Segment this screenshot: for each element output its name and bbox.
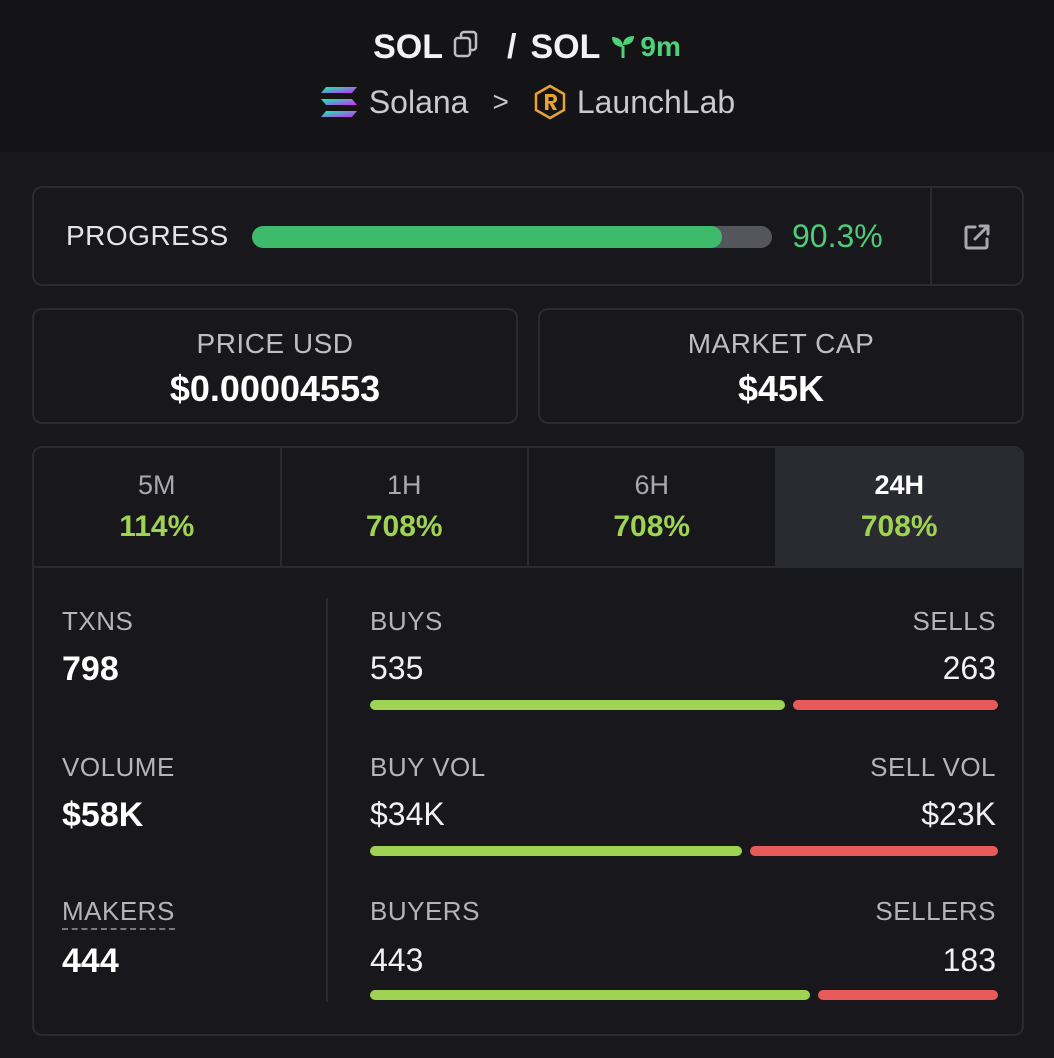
tab-5m[interactable]: 5M 114% [34, 448, 282, 566]
seedling-icon [612, 36, 635, 58]
volume-value: $58K [62, 796, 144, 834]
tab-label: 1H [386, 470, 422, 500]
column-divider [326, 598, 328, 1002]
sell-vol-label: SELL VOL [870, 752, 996, 782]
age-text: 9m [640, 31, 681, 62]
tab-change: 708% [365, 510, 443, 543]
sells-value: 263 [942, 650, 996, 686]
external-link-button[interactable] [960, 220, 994, 254]
buys-sells-bar [370, 700, 998, 710]
buy-vol-value: $34K [370, 796, 445, 832]
price-usd-value: $0.00004553 [169, 368, 381, 409]
sells-label: SELLS [912, 606, 996, 636]
sellers-bar-segment [818, 990, 998, 1000]
sells-bar-segment [793, 700, 998, 710]
market-cap-label: MARKET CAP [687, 328, 875, 359]
timeframe-tabs: 5M 114% 1H 708% 6H 708% 24H 708% [34, 448, 1022, 568]
tab-label: 24H [874, 470, 925, 500]
tab-6h[interactable]: 6H 708% [529, 448, 777, 566]
price-usd-card: PRICE USD $0.00004553 [32, 308, 518, 424]
tab-1h[interactable]: 1H 708% [282, 448, 529, 566]
tab-change: 114% [119, 510, 195, 543]
txns-value: 798 [62, 650, 119, 688]
pair-title: SOL / SOL 9m [0, 24, 1054, 70]
tab-label: 5M [137, 470, 176, 500]
progress-bar [252, 226, 772, 248]
buyers-sellers-bar [370, 990, 998, 1000]
breadcrumb-separator: > [492, 86, 509, 117]
progress-bar-fill [252, 226, 722, 248]
external-link-icon [964, 224, 990, 250]
buys-bar-segment [370, 700, 785, 710]
buyers-label: BUYERS [370, 896, 480, 926]
makers-value: 444 [62, 942, 119, 980]
progress-divider [930, 188, 932, 284]
breadcrumb: Solana > LaunchLab [0, 80, 1054, 124]
sell-vol-bar-segment [750, 846, 998, 856]
tab-label: 6H [634, 470, 669, 500]
volume-label: VOLUME [62, 752, 175, 782]
market-cap-card: MARKET CAP $45K [538, 308, 1024, 424]
quote-symbol: SOL [530, 27, 601, 66]
base-symbol: SOL [373, 27, 444, 66]
copy-icon[interactable] [453, 28, 479, 67]
solana-icon [319, 85, 359, 119]
progress-label: PROGRESS [66, 220, 229, 251]
token-header: SOL / SOL 9m [0, 0, 1054, 152]
buyers-value: 443 [370, 942, 424, 978]
price-usd-label: PRICE USD [196, 328, 354, 359]
progress-percent: 90.3% [792, 218, 883, 254]
sell-vol-value: $23K [921, 796, 996, 832]
tab-change: 708% [613, 510, 691, 543]
sellers-label: SELLERS [875, 896, 996, 926]
market-cap-value: $45K [737, 368, 825, 409]
buy-vol-label: BUY VOL [370, 752, 486, 782]
tab-24h[interactable]: 24H 708% [776, 448, 1022, 566]
txns-label: TXNS [62, 606, 134, 636]
raydium-icon [533, 84, 567, 120]
buy-vol-bar-segment [370, 846, 742, 856]
buyers-bar-segment [370, 990, 810, 1000]
stats-panel: 5M 114% 1H 708% 6H 708% 24H 708% TXNS 79… [32, 446, 1024, 1036]
tab-change: 708% [860, 510, 938, 543]
chain-link[interactable]: Solana [368, 83, 469, 120]
sellers-value: 183 [942, 942, 996, 978]
pair-age: 9m [610, 31, 681, 63]
buys-value: 535 [370, 650, 424, 686]
platform-link[interactable]: LaunchLab [576, 83, 736, 120]
pair-slash: / [507, 27, 517, 66]
buys-label: BUYS [370, 606, 443, 636]
buy-sell-vol-bar [370, 846, 998, 856]
makers-label[interactable]: MAKERS [62, 896, 175, 930]
progress-panel: PROGRESS 90.3% [32, 186, 1024, 286]
